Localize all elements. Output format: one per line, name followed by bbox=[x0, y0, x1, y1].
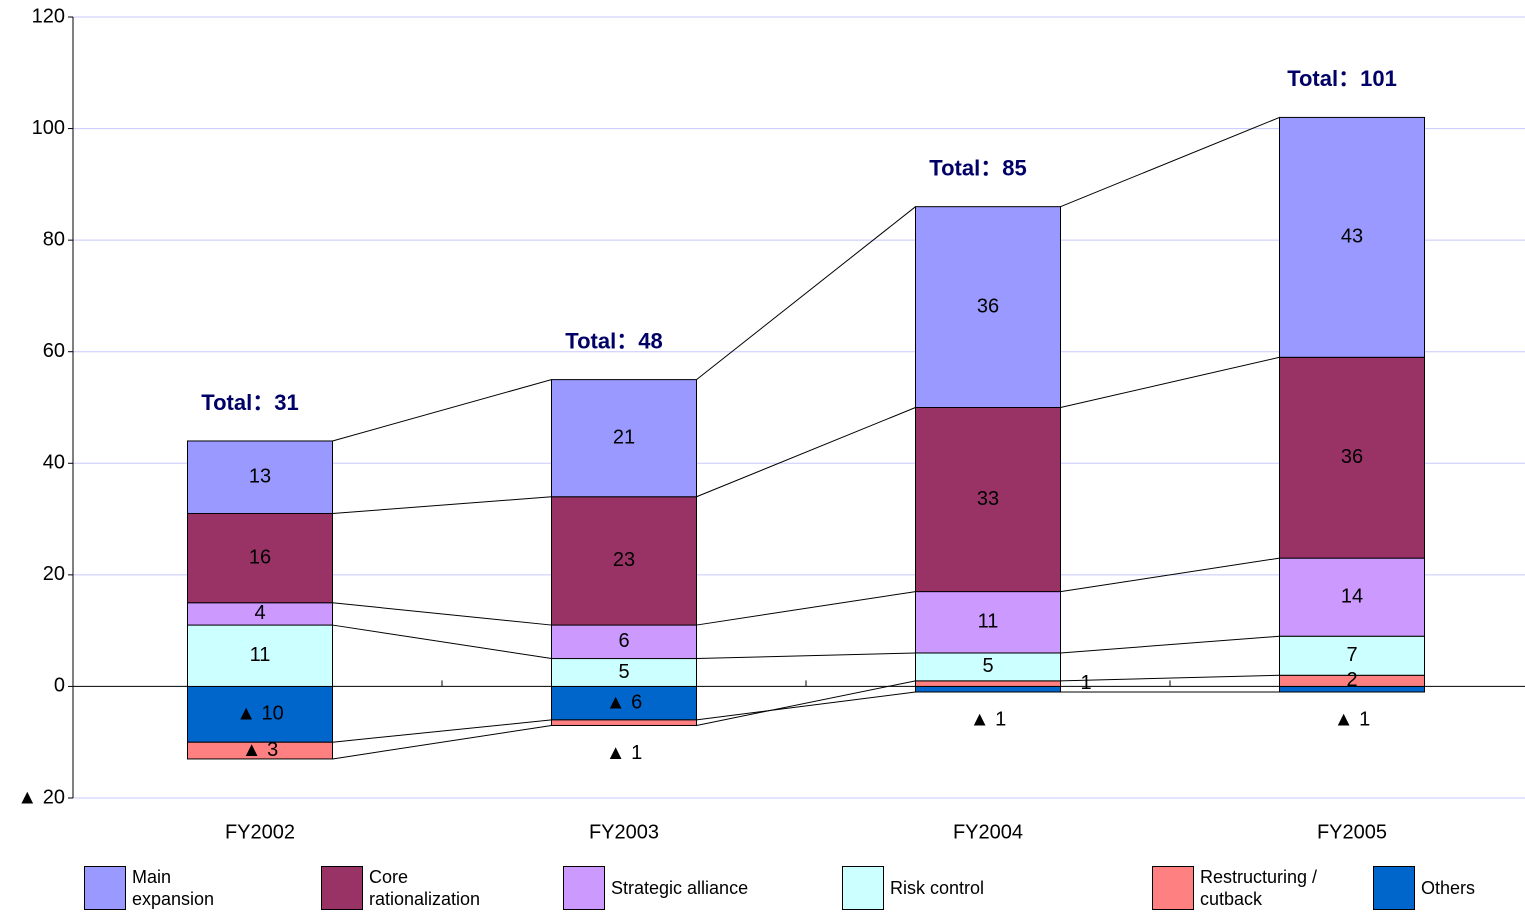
legend-item: Core rationalization bbox=[321, 866, 481, 910]
x-tick-label: FY2004 bbox=[953, 821, 1023, 843]
data-label: 5 bbox=[982, 655, 993, 677]
legend-swatch bbox=[1152, 866, 1194, 910]
legend-swatch bbox=[563, 866, 605, 910]
bar-segment bbox=[187, 512, 333, 604]
data-label: 4 bbox=[254, 602, 265, 624]
data-label: 11 bbox=[978, 611, 999, 633]
data-label: 1 bbox=[1081, 672, 1092, 694]
connector bbox=[332, 379, 552, 442]
legend-item: Main expansion bbox=[84, 866, 215, 910]
data-label: ▲ 1 bbox=[1334, 708, 1370, 730]
bar-segment bbox=[187, 440, 333, 514]
connector bbox=[332, 624, 552, 660]
bar-segment bbox=[187, 624, 333, 687]
y-tick-label: 0 bbox=[54, 675, 65, 697]
legend-swatch bbox=[1373, 866, 1415, 910]
bar-segment bbox=[915, 407, 1061, 593]
connector bbox=[332, 719, 552, 743]
data-label: 11 bbox=[250, 644, 271, 666]
legend-label: Core rationalization bbox=[369, 867, 481, 909]
legend-swatch bbox=[842, 866, 884, 910]
bar-segment bbox=[551, 685, 697, 721]
data-label: ▲ 1 bbox=[606, 742, 642, 764]
chart: ▲ 20 0 20 40 60 80 100 120 FY2002 Total：31 FY2003 T… bbox=[17, 5, 1525, 843]
connector bbox=[696, 206, 916, 380]
data-label: 23 bbox=[613, 549, 635, 571]
y-tick-label: 80 bbox=[43, 228, 65, 250]
data-label: 16 bbox=[249, 546, 271, 568]
data-label: 7 bbox=[1346, 644, 1357, 666]
connector bbox=[696, 407, 916, 498]
connector bbox=[696, 652, 916, 660]
bar-segment bbox=[551, 624, 697, 660]
connector bbox=[696, 691, 916, 721]
bar-segment bbox=[1279, 557, 1425, 637]
data-label: 13 bbox=[249, 466, 271, 488]
legend-item: Risk control bbox=[842, 866, 992, 910]
data-label: 43 bbox=[1341, 226, 1363, 248]
bar-segment bbox=[551, 658, 697, 687]
bar-segment bbox=[915, 206, 1061, 408]
bar-segment bbox=[1279, 356, 1425, 559]
data-label: 2 bbox=[1346, 669, 1357, 691]
connector bbox=[332, 602, 552, 626]
connector bbox=[1060, 674, 1280, 682]
y-tick-label: 60 bbox=[43, 340, 65, 362]
y-tick-label: 100 bbox=[32, 117, 65, 139]
bar-segment bbox=[915, 591, 1061, 654]
connector bbox=[332, 496, 552, 514]
data-label: 21 bbox=[613, 426, 635, 448]
legend-label: Restructuring / cutback bbox=[1200, 867, 1318, 909]
x-tick-label: FY2003 bbox=[589, 821, 659, 843]
bar-segment bbox=[1279, 116, 1425, 358]
total-label: Total：85 bbox=[929, 155, 1026, 180]
total-label: Total：48 bbox=[565, 328, 662, 353]
data-label: ▲ 3 bbox=[242, 739, 278, 761]
bar-segment bbox=[187, 685, 333, 743]
y-tick-label: ▲ 20 bbox=[17, 786, 65, 808]
data-label: ▲ 1 bbox=[970, 708, 1006, 730]
total-label: Total：101 bbox=[1287, 66, 1397, 91]
bar-segment bbox=[915, 652, 1061, 682]
connector bbox=[696, 680, 916, 726]
x-tick-label: FY2002 bbox=[225, 821, 295, 843]
connector bbox=[1060, 635, 1280, 654]
legend-item: Strategic alliance bbox=[563, 866, 763, 910]
y-tick-label: 20 bbox=[43, 563, 65, 585]
legend-label: Others bbox=[1421, 878, 1476, 898]
bar-segment bbox=[187, 741, 333, 760]
data-label: 36 bbox=[977, 295, 999, 317]
bar-segment bbox=[915, 680, 1061, 687]
legend-label: Strategic alliance bbox=[611, 878, 749, 898]
y-tick-label: 40 bbox=[43, 452, 65, 474]
legend-item: Others bbox=[1373, 866, 1483, 910]
data-label: ▲ 6 bbox=[606, 691, 642, 713]
legend-label: Main expansion bbox=[132, 867, 215, 909]
connector bbox=[696, 591, 916, 626]
bar-segment bbox=[915, 685, 1061, 693]
data-label: 6 bbox=[618, 630, 629, 652]
total-label: Total：31 bbox=[201, 390, 298, 415]
legend-swatch bbox=[84, 866, 126, 910]
bar-segment bbox=[551, 719, 697, 726]
y-tick-label: 120 bbox=[32, 5, 65, 27]
connector bbox=[1060, 356, 1280, 408]
data-label: 14 bbox=[1341, 585, 1363, 607]
data-label: 5 bbox=[618, 661, 629, 683]
bar-segment bbox=[1279, 635, 1425, 676]
connector bbox=[1060, 116, 1280, 208]
bar-segment bbox=[551, 379, 697, 498]
legend-item: Restructuring / cutback bbox=[1152, 866, 1322, 910]
data-label: 36 bbox=[1341, 446, 1363, 468]
x-tick-label: FY2005 bbox=[1317, 821, 1387, 843]
data-label: ▲ 10 bbox=[236, 703, 284, 725]
legend-swatch bbox=[321, 866, 363, 910]
legend-label: Risk control bbox=[890, 878, 985, 898]
connector bbox=[1060, 557, 1280, 593]
connector bbox=[332, 724, 552, 760]
data-label: 33 bbox=[977, 488, 999, 510]
